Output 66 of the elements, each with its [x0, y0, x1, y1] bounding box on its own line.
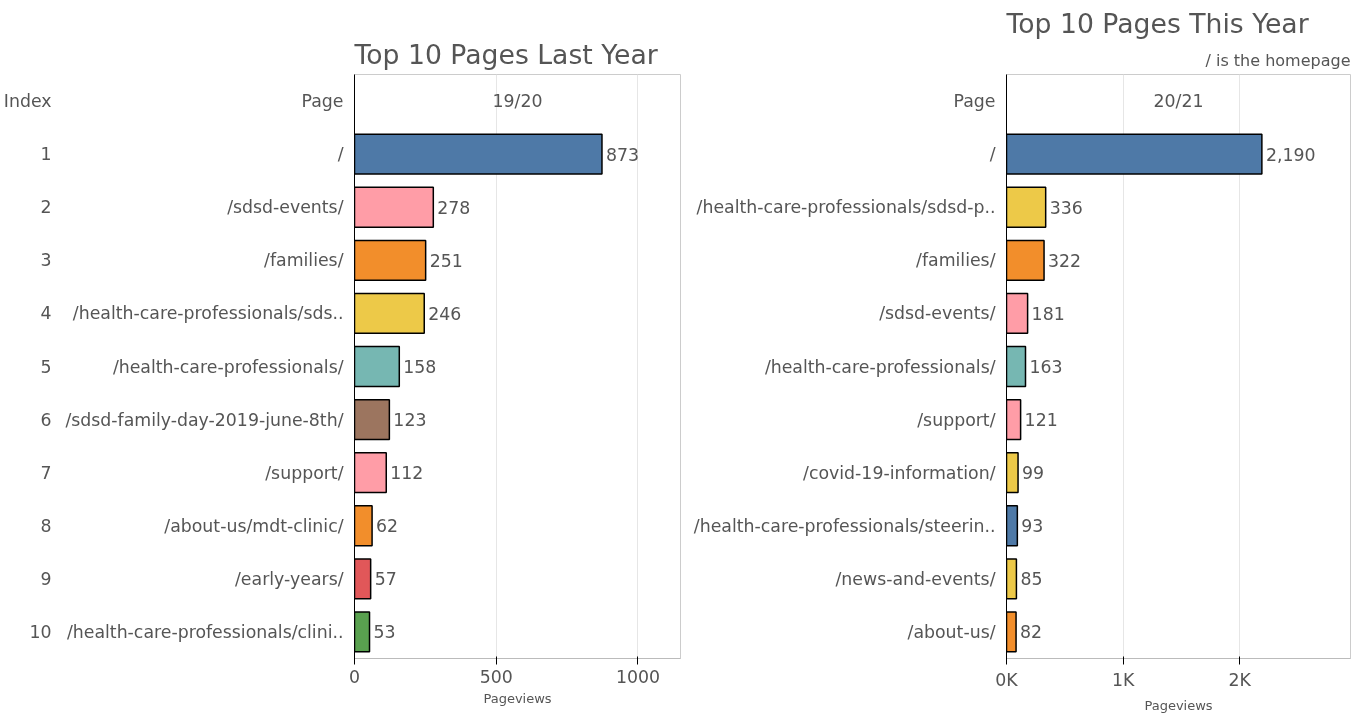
x-tick-label: 2K — [1228, 669, 1252, 690]
y-tick-label: /about-us/ — [907, 621, 996, 642]
y-tick-label: /early-years/ — [235, 568, 344, 589]
y-tick-label: / — [337, 144, 344, 165]
y-tick-label: /health-care-professionals/ — [764, 356, 996, 377]
y2-tick-label: 4 — [40, 303, 52, 324]
x2-axis-title: 19/20 — [492, 91, 543, 112]
y2-tick-label: 10 — [29, 621, 52, 642]
chart-title: Top 10 Pages This Year — [1005, 7, 1309, 39]
y2-tick-label: 2 — [40, 197, 52, 218]
y-tick-label: /covid-19-information/ — [803, 462, 996, 483]
data-label: 278 — [437, 197, 471, 218]
y-tick-label: /sdsd-family-day-2019-june-8th/ — [65, 409, 344, 430]
y-tick-label: /sdsd-events/ — [879, 303, 996, 324]
x2-axis-title: 20/21 — [1153, 91, 1204, 112]
y2-tick-label: 7 — [40, 462, 52, 483]
y-tick-label: /families/ — [916, 250, 996, 271]
data-label: 85 — [1020, 569, 1043, 590]
data-label: 99 — [1022, 463, 1045, 484]
data-label: 2,190 — [1265, 144, 1316, 165]
data-label: 246 — [428, 303, 462, 324]
y-tick-label: /health-care-professionals/sds.. — [72, 303, 344, 324]
y-tick-label: / — [989, 144, 996, 165]
x-tick-label: 1000 — [615, 666, 661, 687]
y-axis-title: Page — [953, 91, 996, 112]
data-label: 62 — [376, 516, 399, 537]
x-tick-label: 500 — [479, 666, 513, 687]
y-tick-label: /health-care-professionals/ — [112, 356, 344, 377]
y2-tick-label: 3 — [40, 250, 52, 271]
data-label: 158 — [403, 357, 437, 377]
y2-tick-label: 8 — [40, 515, 52, 536]
data-label: 57 — [374, 569, 397, 590]
y2-axis-title: Index — [3, 91, 52, 112]
data-label: 82 — [1020, 622, 1043, 643]
y-tick-label: /support/ — [265, 462, 344, 483]
data-label: 123 — [393, 410, 427, 431]
data-label: 112 — [390, 463, 424, 484]
data-label: 251 — [429, 250, 463, 271]
y-tick-label: /sdsd-events/ — [227, 197, 344, 218]
y-tick-label: /health-care-professionals/steerin.. — [693, 515, 996, 536]
y2-tick-label: 1 — [40, 144, 52, 165]
x-tick-label: 0K — [995, 669, 1019, 690]
x-tick-label: 1K — [1111, 669, 1135, 690]
data-label: 322 — [1048, 250, 1082, 271]
y2-tick-label: 6 — [40, 409, 52, 430]
data-label: 163 — [1029, 357, 1063, 377]
y-tick-label: /health-care-professionals/clini.. — [66, 621, 344, 642]
y-tick-label: /families/ — [264, 250, 344, 271]
data-label: 121 — [1024, 410, 1058, 431]
y2-tick-label: 9 — [40, 568, 52, 589]
y-tick-label: /support/ — [917, 409, 996, 430]
y2-tick-label: 5 — [40, 356, 52, 377]
data-label: 53 — [373, 622, 396, 643]
x-tick-label: 0 — [348, 666, 361, 687]
data-label: 873 — [605, 144, 640, 165]
data-label: 181 — [1031, 303, 1065, 324]
y-tick-label: /health-care-professionals/sdsd-p.. — [696, 197, 996, 218]
y-tick-label: /about-us/mdt-clinic/ — [164, 515, 344, 536]
text: / is the homepage — [1205, 50, 1351, 70]
chart-title: Top 10 Pages Last Year — [353, 38, 658, 70]
x-axis-title: Pageviews — [1144, 697, 1213, 713]
data-label: 93 — [1021, 516, 1044, 537]
y-tick-label: /news-and-events/ — [835, 568, 996, 589]
x-axis-title: Pageviews — [483, 690, 552, 706]
y-axis-title: Page — [301, 91, 344, 112]
data-label: 336 — [1049, 197, 1083, 218]
